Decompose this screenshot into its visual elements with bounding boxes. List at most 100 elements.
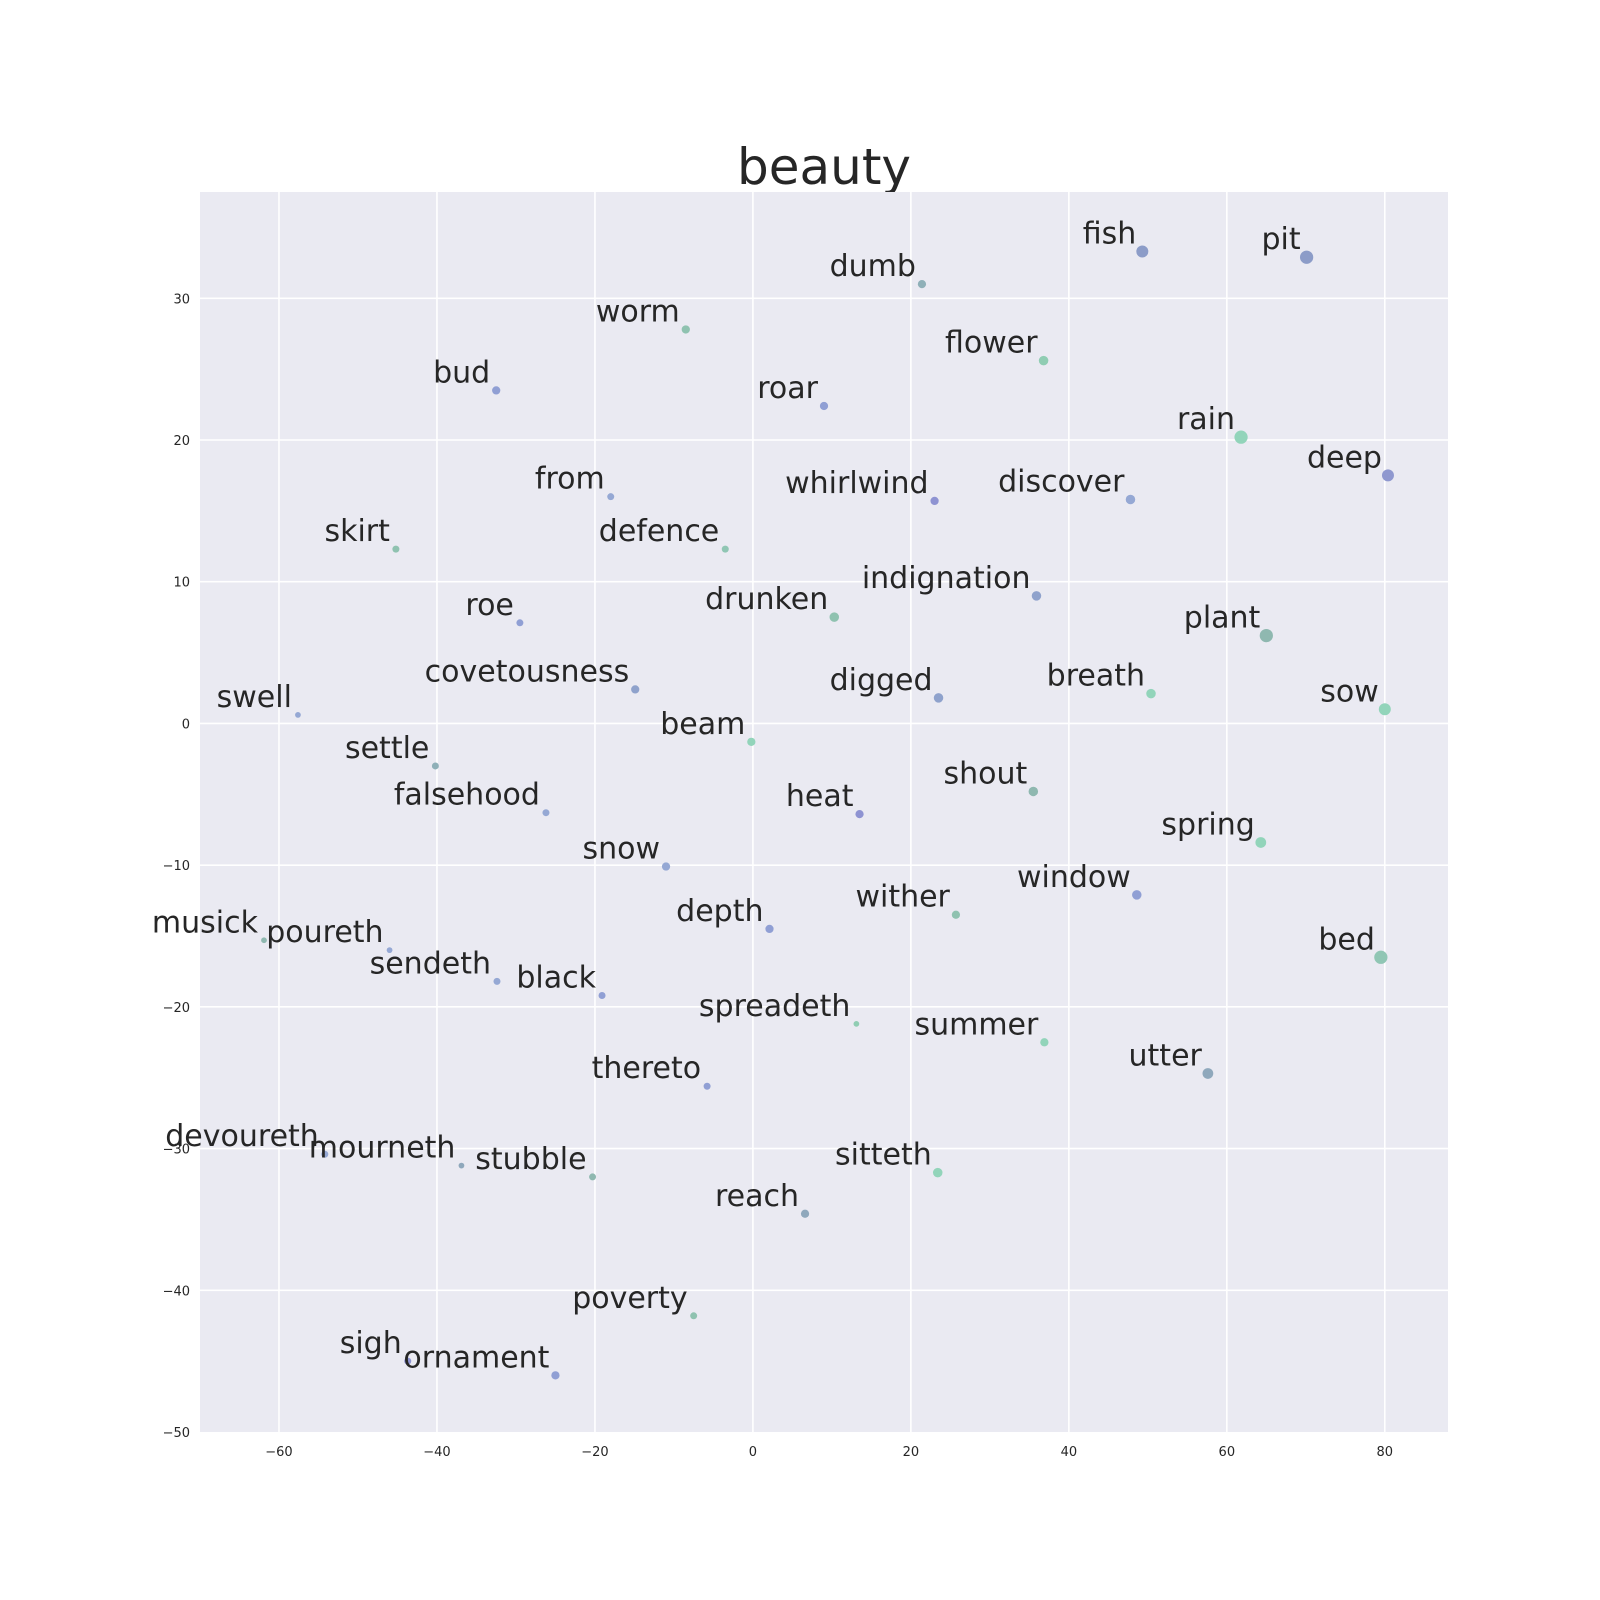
data-point-pit bbox=[1299, 250, 1314, 264]
y-tick-label: 30 bbox=[173, 292, 190, 307]
data-point-wither bbox=[951, 910, 961, 919]
data-point-shout bbox=[1028, 786, 1039, 797]
point-label-beam: beam bbox=[660, 707, 745, 742]
point-label-drunken: drunken bbox=[705, 582, 828, 617]
data-point-roe bbox=[516, 619, 524, 627]
plot-area bbox=[200, 192, 1448, 1432]
data-point-spring bbox=[1255, 837, 1267, 848]
data-point-ornament bbox=[551, 1371, 560, 1380]
point-label-from: from bbox=[535, 462, 605, 497]
point-label-window: window bbox=[1017, 860, 1131, 895]
data-point-roar bbox=[819, 401, 829, 411]
data-point-devoureth bbox=[321, 1150, 329, 1158]
y-tick-label: −10 bbox=[163, 859, 190, 874]
data-points bbox=[261, 245, 1394, 1380]
point-label-covetousness: covetousness bbox=[425, 654, 630, 689]
point-label-reach: reach bbox=[715, 1179, 799, 1214]
point-label-poverty: poverty bbox=[572, 1281, 687, 1316]
x-tick-label: 80 bbox=[1377, 1445, 1394, 1460]
point-label-utter: utter bbox=[1129, 1038, 1203, 1073]
x-tick-label: −40 bbox=[423, 1445, 450, 1460]
point-label-discover: discover bbox=[998, 465, 1125, 500]
data-point-snow bbox=[661, 862, 671, 871]
point-label-flower: flower bbox=[945, 326, 1038, 361]
point-label-pit: pit bbox=[1261, 222, 1300, 257]
data-point-depth bbox=[765, 924, 774, 934]
data-point-dumb bbox=[917, 279, 927, 289]
point-label-bed: bed bbox=[1318, 922, 1375, 957]
point-label-black: black bbox=[516, 961, 596, 996]
point-label-poureth: poureth bbox=[266, 915, 383, 950]
point-label-heat: heat bbox=[786, 779, 854, 814]
point-label-sow: sow bbox=[1320, 674, 1379, 709]
data-point-stubble bbox=[589, 1173, 597, 1181]
y-axis-ticks: −50 −40 −30 −20 −10 0 10 20 30 bbox=[163, 292, 190, 1441]
data-point-summer bbox=[1040, 1038, 1049, 1047]
data-point-breath bbox=[1146, 688, 1156, 699]
data-point-whirlwind bbox=[930, 496, 939, 506]
data-point-poureth bbox=[386, 947, 393, 954]
point-label-defence: defence bbox=[599, 514, 719, 549]
data-point-reach bbox=[800, 1209, 810, 1218]
point-label-stubble: stubble bbox=[475, 1142, 586, 1177]
data-point-bud bbox=[492, 386, 501, 395]
x-tick-label: 0 bbox=[749, 1445, 757, 1460]
point-label-ornament: ornament bbox=[403, 1340, 549, 1375]
data-point-rain bbox=[1234, 430, 1248, 444]
data-point-covetousness bbox=[631, 685, 640, 694]
point-label-swell: swell bbox=[217, 680, 292, 715]
point-labels: fish pit dumb worm flower bud roar rain deep from… bbox=[152, 217, 1382, 1376]
point-label-musick: musick bbox=[152, 905, 259, 940]
data-point-defence bbox=[721, 545, 729, 553]
point-label-deep: deep bbox=[1307, 440, 1382, 475]
point-label-digged: digged bbox=[830, 663, 933, 698]
point-label-settle: settle bbox=[345, 731, 429, 766]
data-point-swell bbox=[295, 712, 301, 718]
point-label-sendeth: sendeth bbox=[370, 946, 491, 981]
data-point-falsehood bbox=[542, 809, 550, 817]
point-label-mourneth: mourneth bbox=[309, 1131, 456, 1166]
data-point-utter bbox=[1202, 1068, 1214, 1079]
x-tick-label: 60 bbox=[1219, 1445, 1236, 1460]
data-point-discover bbox=[1125, 494, 1136, 505]
point-label-snow: snow bbox=[582, 832, 660, 867]
data-point-sitteth bbox=[932, 1167, 943, 1178]
point-label-worm: worm bbox=[596, 294, 680, 329]
data-point-poverty bbox=[690, 1312, 698, 1320]
x-tick-label: −20 bbox=[581, 1445, 608, 1460]
point-label-depth: depth bbox=[676, 894, 763, 929]
x-tick-label: 40 bbox=[1061, 1445, 1078, 1460]
data-point-beam bbox=[747, 737, 756, 746]
point-label-skirt: skirt bbox=[324, 514, 390, 549]
data-point-fish bbox=[1136, 245, 1149, 258]
data-point-indignation bbox=[1031, 591, 1042, 601]
data-point-deep bbox=[1381, 469, 1394, 482]
point-label-sitteth: sitteth bbox=[835, 1138, 932, 1173]
x-axis-ticks: −60 −40 −20 0 20 40 60 80 bbox=[265, 1445, 1393, 1460]
y-tick-label: −20 bbox=[163, 1001, 190, 1016]
point-label-roe: roe bbox=[465, 588, 514, 623]
point-label-spring: spring bbox=[1161, 807, 1254, 842]
data-point-musick bbox=[261, 937, 267, 944]
y-tick-label: 0 bbox=[182, 717, 190, 732]
grid-lines bbox=[200, 192, 1448, 1432]
data-point-digged bbox=[933, 693, 944, 703]
y-tick-label: 10 bbox=[173, 576, 190, 591]
data-point-black bbox=[598, 992, 606, 1000]
data-point-flower bbox=[1038, 355, 1049, 366]
y-tick-label: 20 bbox=[173, 434, 190, 449]
data-point-plant bbox=[1259, 628, 1273, 643]
x-tick-label: 20 bbox=[903, 1445, 920, 1460]
data-point-settle bbox=[431, 762, 439, 770]
data-point-sow bbox=[1378, 703, 1391, 716]
data-point-mourneth bbox=[458, 1162, 465, 1169]
data-point-thereto bbox=[703, 1082, 711, 1090]
point-label-sigh: sigh bbox=[340, 1326, 402, 1361]
point-label-rain: rain bbox=[1177, 402, 1235, 437]
point-label-plant: plant bbox=[1184, 601, 1261, 636]
data-point-skirt bbox=[392, 545, 400, 553]
point-label-thereto: thereto bbox=[592, 1051, 701, 1086]
x-tick-label: −60 bbox=[265, 1445, 292, 1460]
y-tick-label: −50 bbox=[163, 1426, 190, 1441]
